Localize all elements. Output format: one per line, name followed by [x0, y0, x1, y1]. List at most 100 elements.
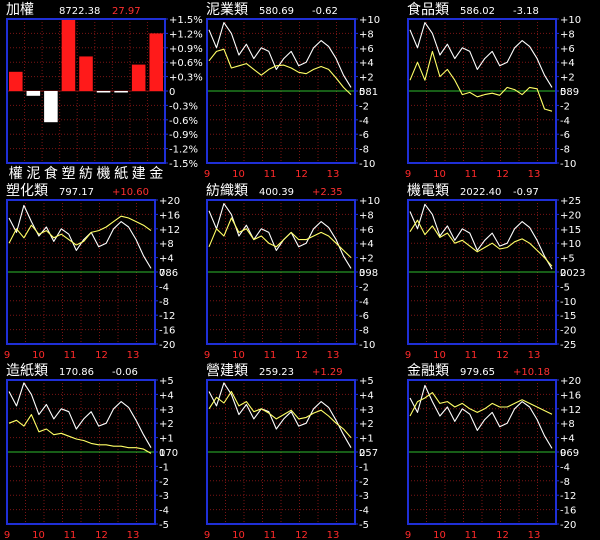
base-price-label: 398: [359, 268, 378, 279]
y-tick-label: -5: [359, 520, 369, 531]
x-tick-label: 11: [465, 350, 478, 361]
y-tick-label: 0: [169, 87, 175, 98]
y-tick-label: +8: [359, 210, 374, 221]
y-tick-label: +16: [560, 390, 581, 401]
base-price-label: 581: [359, 87, 378, 98]
y-tick-label: -20: [560, 520, 576, 531]
chart-title: 造紙類: [6, 363, 48, 379]
y-tick-label: 0: [359, 268, 365, 279]
y-tick-label: -8: [159, 297, 169, 308]
y-tick-label: +5: [159, 376, 174, 387]
y-tick-label: -8: [359, 326, 369, 337]
y-tick-label: +10: [359, 15, 380, 26]
index-line: [409, 203, 553, 270]
y-tick-label: +2: [359, 73, 374, 84]
sector-line: [208, 48, 352, 95]
x-tick-label: 9: [4, 350, 10, 361]
y-tick-label: 0: [560, 268, 566, 279]
x-tick-label: 10: [433, 350, 446, 361]
y-tick-label: +16: [159, 210, 180, 221]
y-tick-label: -20: [159, 340, 175, 351]
x-tick-label: 9: [204, 169, 210, 180]
y-tick-label: +8: [560, 29, 575, 40]
y-tick-label: -6: [359, 311, 369, 322]
x-tick-label: 13: [528, 530, 541, 540]
sector-line: [208, 390, 352, 438]
x-tick-label: 10: [433, 530, 446, 540]
chart-change: +10.60: [112, 187, 149, 198]
bar-6: [96, 91, 111, 93]
bar-8: [131, 64, 146, 91]
chart-panel-9: 金融類 979.65 +10.18 +20 +16 +12 +8 +4 0 -4 -8 -12 -16 -…: [405, 363, 581, 540]
y-tick-label: +20: [159, 196, 180, 207]
x-tick-label: 13: [127, 530, 140, 540]
sector-line: [8, 414, 152, 454]
base-price-label: 2023: [560, 268, 585, 279]
y-tick-label: -12: [560, 491, 576, 502]
chart-title: 金融類: [407, 363, 449, 379]
chart-change: +2.35: [312, 187, 343, 198]
x-tick-label: 9: [204, 530, 210, 540]
x-tick-label: 11: [465, 530, 478, 540]
chart-price: 580.69: [259, 6, 294, 17]
y-tick-label: -8: [560, 145, 570, 156]
sector-line: [409, 392, 553, 417]
y-tick-label: -2: [560, 101, 570, 112]
chart-price: 586.02: [460, 6, 495, 17]
chart-panel-1: 加權 8722.38 27.97 +1.5% +1.2% +0.9% +0.6% +0.3% 0…: [6, 2, 203, 182]
y-tick-label: -8: [560, 477, 570, 488]
bar-7: [114, 91, 128, 93]
y-tick-label: +3: [359, 405, 374, 416]
x-tick-label: 13: [327, 350, 340, 361]
sector-line: [409, 50, 553, 112]
sector-line: [208, 217, 352, 258]
sector-line: [409, 219, 553, 267]
y-tick-label: +6: [560, 44, 575, 55]
x-tick-label: 11: [64, 530, 77, 540]
x-tick-label: 12: [496, 169, 509, 180]
y-tick-label: -0.6%: [169, 116, 198, 127]
plot-frame: [206, 18, 356, 164]
y-tick-label: -10: [359, 340, 375, 351]
chart-panel-6: 機電類 2022.40 -0.97 +25 +20 +15 +10 +5 0 -5 -10 -15 -2…: [405, 183, 586, 361]
y-tick-label: -6: [560, 130, 570, 141]
chart-price: 170.86: [59, 367, 94, 378]
y-tick-label: -4: [560, 116, 570, 127]
plot-frame: [6, 18, 166, 164]
base-price-label: 170: [159, 448, 178, 459]
y-tick-label: -0.9%: [169, 130, 198, 141]
y-tick-label: +1: [159, 434, 174, 445]
y-tick-label: 0: [159, 448, 165, 459]
bar-2: [26, 91, 41, 96]
y-tick-label: -1: [359, 462, 369, 473]
y-tick-label: -3: [359, 491, 369, 502]
x-tick-label: 11: [465, 169, 478, 180]
y-tick-label: +15: [560, 225, 581, 236]
y-tick-label: +1.5%: [169, 15, 203, 26]
chart-panel-5: 紡織類 400.39 +2.35 +10 +8 +6 +4 +2 0 -2 -4 -6 -8 -10 398…: [204, 183, 380, 361]
chart-title: 塑化類: [6, 183, 48, 199]
x-tick-label: 12: [95, 350, 108, 361]
chart-price: 2022.40: [460, 187, 501, 198]
y-tick-label: -16: [560, 506, 576, 517]
base-price-label: 969: [560, 448, 579, 459]
y-tick-label: -1.2%: [169, 145, 198, 156]
chart-price: 400.39: [259, 187, 294, 198]
y-tick-label: +2: [359, 254, 374, 265]
y-tick-label: -1.5%: [169, 159, 198, 170]
y-tick-label: +25: [560, 196, 581, 207]
category-label: 機: [97, 166, 111, 182]
x-tick-label: 11: [64, 350, 77, 361]
plot-frame: [6, 199, 156, 345]
chart-panel-8: 營建類 259.23 +1.29 +5 +4 +3 +2 +1 0 -1 -2 -3 -4 -5 257 9 1…: [204, 363, 378, 540]
sector-line: [8, 215, 152, 246]
bar-3: [44, 91, 58, 123]
y-tick-label: +10: [560, 239, 581, 250]
y-tick-label: 0: [359, 87, 365, 98]
y-tick-label: -5: [560, 282, 570, 293]
y-tick-label: +6: [359, 44, 374, 55]
chart-panel-7: 造紙類 170.86 -0.06 +5 +4 +3 +2 +1 0 -1 -2 -3 -4 -5 170 9 1…: [4, 363, 178, 540]
x-tick-label: 10: [32, 530, 45, 540]
x-tick-label: 9: [4, 530, 10, 540]
y-tick-label: -2: [359, 101, 369, 112]
